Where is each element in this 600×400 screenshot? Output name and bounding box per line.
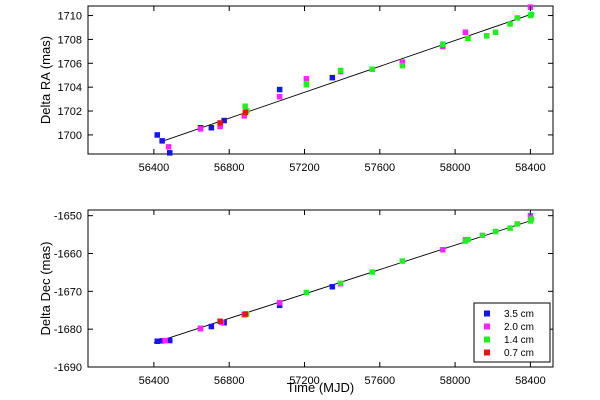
y-tick-label: -1660 [54,249,82,261]
y-tick-label: -1670 [54,286,82,298]
data-point-2-0-cm [462,29,469,35]
data-point-0-7-cm [242,311,249,317]
data-point-1-4-cm [507,225,513,231]
y-tick-label: 1704 [58,82,82,94]
data-point-2-0-cm [165,144,172,150]
data-point-1-4-cm [337,280,344,287]
legend-label: 0.7 cm [504,348,534,359]
y-tick-label: -1650 [54,211,82,223]
data-point-2-0-cm [527,212,534,219]
data-point-2-0-cm [217,123,223,130]
fit-line [153,219,535,344]
y-tick-label: 1702 [58,106,82,118]
legend-label: 3.5 cm [504,309,534,320]
data-point-3-5-cm [208,125,215,131]
data-point-1-4-cm [440,41,446,47]
data-point-1-4-cm [514,15,520,21]
dec-panel: 56400 56800 57200 57600 58000 58400 -1690 -1680… [38,209,554,395]
data-point-1-4-cm [465,35,471,41]
y-tick-label: 1700 [58,130,82,142]
ra-panel: 56400 56800 57200 57600 58000 58400 1700 1702 17… [38,4,554,174]
x-tick-label: 56800 [214,375,245,387]
x-tick-label: 58400 [515,375,546,387]
y-tick-label: -1680 [54,324,82,336]
dec-plot-frame [87,209,554,368]
data-point-3-5-cm [154,338,160,344]
data-point-3-5-cm [167,337,173,344]
ra-y-axis-label: Delta RA (mas) [38,36,53,124]
y-tick-label: 1706 [58,58,82,70]
data-point-1-4-cm [369,269,375,275]
x-tick-label: 56400 [139,375,170,387]
y-tick-label: 1708 [58,34,82,46]
legend-swatch [484,349,490,356]
data-point-2-0-cm [197,126,204,132]
data-point-1-4-cm [492,29,499,35]
data-point-2-0-cm [303,76,310,82]
data-point-3-5-cm [167,150,173,156]
data-point-2-0-cm [162,337,168,344]
x-tick-label: 57600 [365,375,396,387]
data-point-3-5-cm [208,323,215,330]
data-point-3-5-cm [159,138,165,144]
y-tick-label: -1690 [54,362,82,374]
data-point-1-4-cm [337,67,344,74]
legend-label: 2.0 cm [504,322,534,333]
x-tick-label: 57200 [289,162,320,174]
data-point-1-4-cm [514,221,520,227]
ra-plot-frame [87,5,554,155]
data-point-1-4-cm [528,216,535,222]
x-tick-label: 56800 [214,162,245,174]
data-point-3-5-cm [329,74,336,81]
data-point-1-4-cm [479,232,486,239]
x-tick-label: 56400 [139,162,170,174]
data-point-2-0-cm [241,113,247,119]
data-point-0-7-cm [217,120,223,126]
x-tick-label: 57200 [289,375,320,387]
data-point-3-5-cm [276,86,283,93]
data-point-2-0-cm [276,94,283,100]
data-point-0-7-cm [242,109,249,115]
legend-swatch [484,336,490,343]
data-point-1-4-cm [369,66,375,72]
data-point-2-0-cm [399,59,406,65]
dec-y-axis-label: Delta Dec (mas) [38,242,53,336]
x-tick-label: 58400 [515,162,546,174]
data-point-1-4-cm [484,33,490,39]
x-tick-label: 58000 [440,162,471,174]
x-tick-label: 58000 [440,375,471,387]
x-axis-label: Time (MJD) [287,380,354,395]
data-point-1-4-cm [528,11,535,18]
data-point-3-5-cm [221,117,227,124]
data-point-2-0-cm [440,247,446,253]
x-tick-label: 57600 [365,162,396,174]
legend: 3.5 cm 2.0 cm 1.4 cm 0.7 cm [473,302,551,363]
data-point-2-0-cm [197,326,204,332]
legend-label: 1.4 cm [504,335,534,346]
data-point-1-4-cm [303,289,310,296]
legend-swatch [484,310,490,317]
data-point-1-4-cm [465,236,471,243]
data-point-1-4-cm [303,82,310,88]
data-point-1-4-cm [399,258,406,264]
data-point-0-7-cm [217,318,223,324]
data-point-1-4-cm [242,103,248,109]
data-point-1-4-cm [399,62,406,69]
data-point-3-5-cm [159,338,165,344]
data-point-3-5-cm [329,284,336,290]
y-tick-label: 1710 [58,11,82,23]
data-point-1-4-cm [492,228,499,235]
data-point-1-4-cm [507,21,513,27]
legend-swatch [484,323,490,330]
data-point-3-5-cm [154,132,160,138]
data-point-2-0-cm [276,299,283,306]
